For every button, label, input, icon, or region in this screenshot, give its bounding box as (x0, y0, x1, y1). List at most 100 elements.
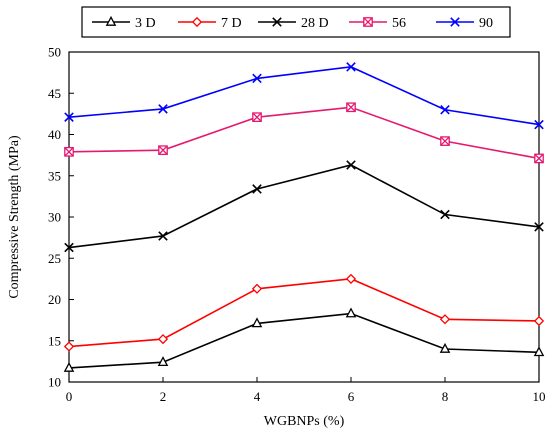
series-90-point-4-stroke-b (440, 104, 450, 115)
series-28-d-point-3 (346, 160, 356, 170)
series-28-d-point-5-stroke-b (534, 222, 544, 232)
series-28-d-point-1 (158, 231, 168, 241)
series-3-d-point-3 (345, 307, 357, 318)
y-tick-label-50: 50 (48, 45, 61, 60)
series-56-line (68, 106, 540, 160)
series-28-d-point-2-stroke-b (252, 184, 262, 194)
legend-item-90: 90 (436, 16, 493, 31)
series-56-point-5 (534, 153, 544, 164)
series-90-point-5 (534, 119, 544, 130)
series-7-d-point-5-shape (533, 315, 545, 327)
series-90-point-4 (440, 104, 450, 115)
series-7-d-point-1-shape (157, 333, 169, 345)
series-7-d-point-2-shape (251, 283, 263, 294)
legend-item-7-d-marker (191, 16, 203, 28)
x-tick-label-4: 4 (254, 389, 261, 404)
series-56-point-0-stroke-b (64, 147, 74, 157)
y-tick-label-10: 10 (48, 375, 61, 390)
series-3-d-point-5 (533, 346, 545, 357)
series-3-d-point-2-shape (251, 317, 263, 328)
series-28-d-point-5 (534, 222, 544, 232)
legend-item-3-d-marker (105, 15, 117, 26)
series-7-d-point-0-shape (63, 341, 75, 352)
x-axis: 0 2 4 6 8 10 (66, 377, 546, 404)
x-tick-label-0: 0 (66, 389, 73, 404)
legend-item-7-d: 7 D (178, 16, 242, 31)
series-90-point-2-stroke-b (252, 73, 262, 84)
series-56-point-2-stroke-b (252, 112, 262, 122)
y-tick-label-40: 40 (48, 127, 61, 142)
legend-item-7-d-marker-shape (191, 16, 203, 28)
series-56-point-4 (440, 136, 450, 146)
series-3-d-point-4-shape (439, 342, 451, 353)
series-90-point-0 (64, 112, 74, 122)
x-tick-label-6: 6 (348, 389, 355, 404)
series-90-point-2 (252, 73, 262, 84)
legend-item-7-d-label: 7 D (221, 16, 242, 31)
series-90-point-1 (158, 104, 168, 114)
y-axis-label: Compressive Strength (MPa) (7, 135, 22, 299)
series-90-line (68, 66, 540, 126)
legend-item-90-marker (450, 17, 460, 27)
series-7-d-point-3 (345, 273, 357, 284)
series-90 (64, 62, 544, 130)
legend-item-3-d-label: 3 D (135, 16, 156, 31)
series-90-point-3 (346, 62, 356, 72)
series-lines (63, 62, 545, 372)
legend-item-28-d: 28 D (258, 16, 329, 31)
legend-item-56: 56 (349, 16, 406, 31)
y-axis: 10 15 20 25 30 35 40 45 50 (48, 45, 74, 390)
series-28-d-point-4-stroke-b (440, 209, 450, 220)
series-3-d-point-1 (157, 356, 169, 367)
legend-item-28-d-label: 28 D (301, 16, 329, 31)
series-28-d (64, 160, 544, 253)
legend: 3 D 7 D 28 D 56 90 (81, 6, 511, 38)
series-3-d-point-4 (439, 342, 451, 353)
series-3-d (63, 307, 545, 372)
series-56 (64, 102, 544, 164)
series-7-d-point-4 (439, 314, 451, 325)
series-7-d-point-2 (251, 283, 263, 294)
series-56-point-3 (346, 102, 356, 113)
series-28-d-point-2 (252, 184, 262, 194)
x-tick-label-2: 2 (160, 389, 167, 404)
series-90-point-3-stroke-b (346, 62, 356, 72)
x-tick-label-8: 8 (442, 389, 449, 404)
series-90-point-1-stroke-b (158, 104, 168, 114)
y-tick-label-45: 45 (48, 86, 61, 101)
series-28-d-point-4 (440, 209, 450, 220)
series-28-d-point-0 (64, 242, 74, 253)
legend-item-28-d-marker-stroke-b (272, 17, 282, 27)
y-tick-label-30: 30 (48, 210, 61, 225)
series-56-point-1 (158, 145, 168, 156)
series-56-point-5-stroke-b (534, 153, 544, 164)
legend-item-3-d: 3 D (92, 15, 156, 31)
legend-item-56-marker-stroke-b (363, 17, 373, 27)
series-3-d-point-2 (251, 317, 263, 328)
series-7-d-point-0 (63, 341, 75, 352)
legend-item-28-d-marker (272, 17, 282, 27)
series-28-d-point-1-stroke-b (158, 231, 168, 241)
series-28-d-point-3-stroke-b (346, 160, 356, 170)
y-tick-label-25: 25 (48, 251, 61, 266)
series-3-d-point-1-shape (157, 356, 169, 367)
series-3-d-line (68, 312, 540, 369)
series-56-point-4-stroke-b (440, 136, 450, 146)
series-7-d-point-4-shape (439, 314, 451, 325)
series-7-d-point-1 (157, 333, 169, 345)
x-tick-label-10: 10 (533, 389, 546, 404)
y-tick-label-35: 35 (48, 168, 61, 183)
legend-item-90-label: 90 (479, 16, 493, 31)
y-tick-label-15: 15 (48, 333, 61, 348)
series-28-d-line (68, 164, 540, 249)
series-56-point-3-stroke-b (346, 102, 356, 112)
series-3-d-point-0-shape (63, 361, 75, 372)
series-56-point-2 (252, 112, 262, 123)
series-7-d-point-5 (533, 315, 545, 327)
series-3-d-point-3-shape (345, 307, 357, 318)
y-tick-label-20: 20 (48, 292, 61, 307)
series-56-point-0 (64, 146, 74, 157)
series-90-point-0-stroke-b (64, 112, 74, 122)
series-3-d-point-5-shape (533, 346, 545, 357)
